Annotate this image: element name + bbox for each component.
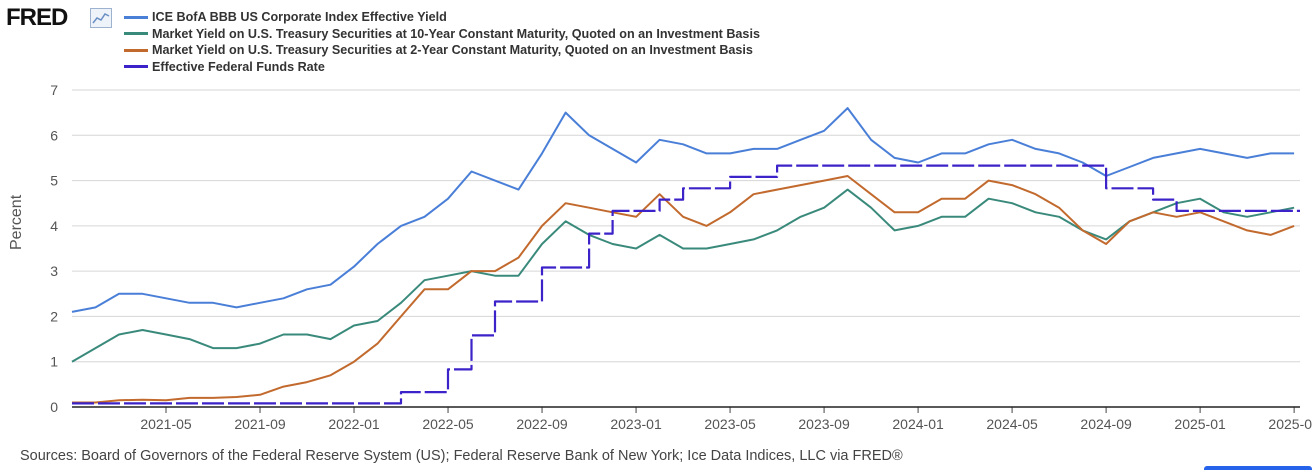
y-tick-label: 3 xyxy=(50,263,58,279)
series-line-2 xyxy=(72,175,1295,404)
fred-logo[interactable]: FRED xyxy=(6,4,68,31)
legend-swatch xyxy=(124,15,148,19)
x-tick-labels: 2021-05 2021-09 2022-01 2022-05 2022-09 2023-… xyxy=(140,407,1312,432)
legend-label: Market Yield on U.S. Treasury Securities… xyxy=(152,43,753,58)
x-tick-label: 2022-05 xyxy=(422,416,474,432)
x-tick-label: 2024-05 xyxy=(986,416,1038,432)
x-tick-label: 2023-01 xyxy=(610,416,662,432)
edit-graph-button[interactable] xyxy=(1204,466,1312,470)
x-tick-label: 2024-01 xyxy=(892,416,944,432)
chart-legend: ICE BofA BBB US Corporate Index Effectiv… xyxy=(124,9,760,75)
x-tick-label: 2023-09 xyxy=(798,416,850,432)
legend-label: Market Yield on U.S. Treasury Securities… xyxy=(152,26,760,41)
y-tick-label: 2 xyxy=(50,308,58,324)
legend-label: Effective Federal Funds Rate xyxy=(152,59,325,74)
legend-item[interactable]: Market Yield on U.S. Treasury Securities… xyxy=(124,26,760,43)
x-tick-label: 2025-05 xyxy=(1268,416,1312,432)
legend-swatch xyxy=(124,48,148,52)
x-tick-label: 2021-05 xyxy=(140,416,192,432)
y-tick-label: 0 xyxy=(50,399,58,415)
legend-item[interactable]: ICE BofA BBB US Corporate Index Effectiv… xyxy=(124,9,760,26)
series-line-0 xyxy=(71,107,1295,313)
y-tick-label: 1 xyxy=(50,354,58,370)
x-tick-label: 2021-09 xyxy=(234,416,286,432)
y-tick-labels: 0 1 2 3 4 5 6 7 xyxy=(50,82,58,415)
x-tick-label: 2023-05 xyxy=(704,416,756,432)
legend-swatch xyxy=(124,65,148,69)
x-tick-label: 2022-09 xyxy=(516,416,568,432)
x-tick-label: 2025-01 xyxy=(1174,416,1226,432)
legend-item[interactable]: Effective Federal Funds Rate xyxy=(124,59,760,76)
legend-swatch xyxy=(124,32,148,36)
source-note: Sources: Board of Governors of the Feder… xyxy=(20,448,903,464)
y-tick-label: 5 xyxy=(50,173,58,189)
series-lines xyxy=(71,107,1300,405)
series-line-3 xyxy=(72,164,1300,405)
legend-item[interactable]: Market Yield on U.S. Treasury Securities… xyxy=(124,42,760,59)
grid-lines xyxy=(72,89,1300,363)
x-tick-label: 2024-09 xyxy=(1080,416,1132,432)
x-tick-label: 2022-01 xyxy=(328,416,380,432)
series-line-1 xyxy=(71,188,1295,363)
y-tick-label: 7 xyxy=(50,82,58,98)
chart-line-icon xyxy=(90,8,112,28)
y-tick-label: 6 xyxy=(50,127,58,143)
y-tick-label: 4 xyxy=(50,218,58,234)
legend-label: ICE BofA BBB US Corporate Index Effectiv… xyxy=(152,10,447,25)
